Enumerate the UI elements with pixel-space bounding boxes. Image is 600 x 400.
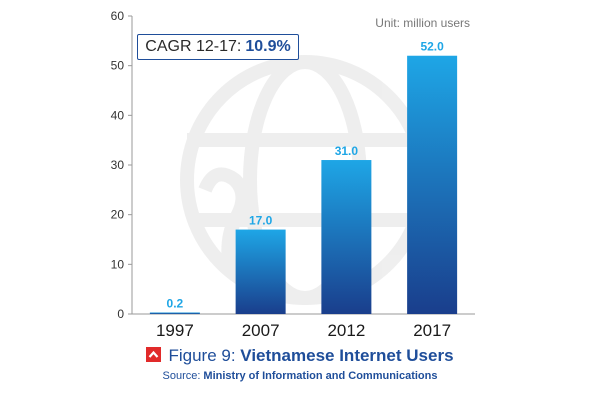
source-line: Source: Ministry of Information and Commu…	[0, 370, 600, 382]
data-label-1997: 0.2	[167, 297, 184, 311]
caption-title: Vietnamese Internet Users	[240, 346, 454, 365]
unit-label: Unit: million users	[375, 16, 470, 30]
y-tick-label: 50	[111, 59, 125, 73]
y-axis-ticks: 0 10 20 30 40 50 60	[111, 9, 132, 321]
category-label-2007: 2007	[242, 321, 280, 340]
category-label-2012: 2012	[327, 321, 365, 340]
y-tick-label: 20	[111, 208, 125, 222]
category-label-1997: 1997	[156, 321, 194, 340]
bar-1997	[149, 312, 200, 314]
source-prefix: Source:	[162, 370, 201, 382]
data-labels: 0.2 17.0 31.0 52.0	[167, 40, 445, 311]
y-tick-label: 60	[111, 9, 125, 23]
data-label-2017: 52.0	[420, 40, 444, 54]
category-label-2017: 2017	[413, 321, 451, 340]
bar-2007	[235, 229, 286, 314]
cagr-box: CAGR 12-17: 10.9%	[137, 34, 299, 60]
source-value: Ministry of Information and Communicatio…	[203, 370, 438, 382]
x-axis-categories: 1997 2007 2012 2017	[156, 321, 451, 340]
caption-prefix: Figure 9:	[168, 346, 236, 365]
y-tick-label: 30	[111, 158, 125, 172]
cagr-value: 10.9%	[245, 38, 291, 55]
bar-2012	[321, 160, 372, 314]
bar-2017	[407, 55, 458, 314]
cagr-label: CAGR 12-17:	[145, 38, 242, 55]
caret-up-icon	[146, 347, 162, 362]
data-label-2007: 17.0	[249, 214, 273, 228]
figure-caption: Figure 9: Vietnamese Internet Users	[0, 346, 600, 366]
globe-watermark-icon	[180, 55, 430, 305]
y-tick-label: 10	[111, 257, 125, 271]
y-tick-label: 40	[111, 108, 125, 122]
bar-chart: 0 10 20 30 40 50 60 0.2 17.0 31.0 52.0 1997 2007 20…	[111, 9, 475, 340]
data-label-2012: 31.0	[335, 144, 359, 158]
y-tick-label: 0	[117, 307, 124, 321]
bars	[149, 55, 458, 314]
